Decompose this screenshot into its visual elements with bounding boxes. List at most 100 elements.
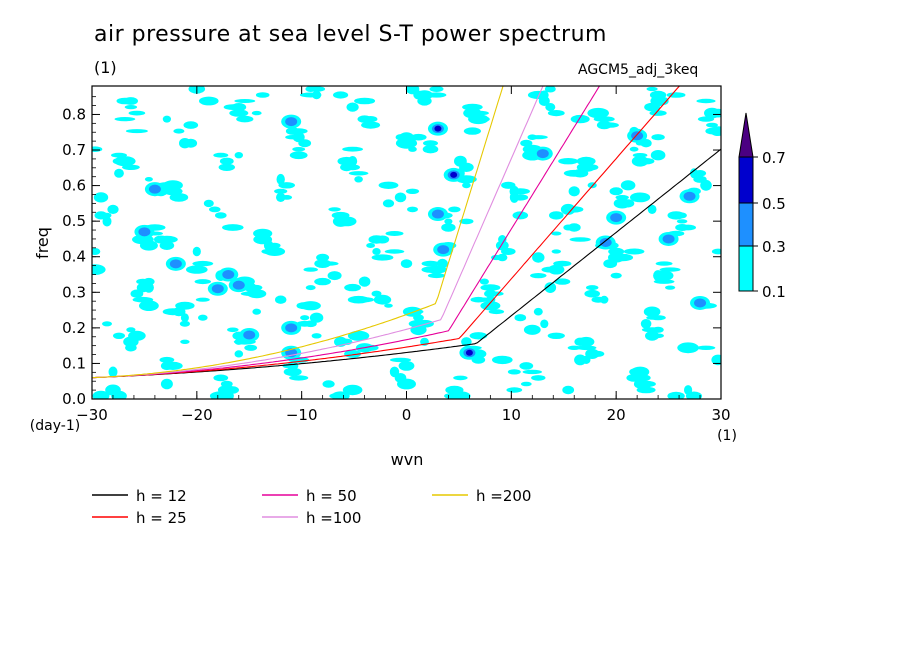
curve-h50 [92,86,601,379]
contour-cell [636,380,656,388]
contour-cell [453,375,468,381]
contour-cell [423,140,438,147]
contour-cell [553,260,572,267]
y-tick-label: 0.0 [62,390,86,408]
contour-cell [309,312,324,323]
contour-cell [194,279,211,285]
contour-cell [300,301,321,311]
contour-cell [562,385,575,395]
experiment-label: AGCM5_adj_3keq [578,62,699,78]
contour-cell [659,267,681,272]
contour-cell [348,156,358,167]
contour-cell [506,387,523,393]
contour-cell [92,390,110,399]
contour-cell [173,128,185,134]
spot-mid [138,227,151,237]
contour-cell [646,86,658,92]
contour-cell [114,156,136,167]
contour-cell [234,152,243,159]
spot-mid [222,270,235,280]
contour-cell [584,289,600,298]
contour-cell [348,171,369,176]
contour-cell [113,332,125,339]
contour-cell [620,180,636,191]
contour-cell [111,390,127,399]
contour-cell [318,261,339,266]
contour-cell [512,194,529,201]
contour-cell [139,300,159,312]
x-tick-label: −30 [76,406,108,424]
contour-cell [231,103,247,112]
contour-cell [126,327,136,333]
contour-cell [444,218,453,225]
contour-cell [274,188,288,194]
contour-cell [611,253,634,262]
contour-cell [251,284,263,291]
contour-cell [586,164,599,171]
contour-cell [107,204,119,214]
contour-cell [276,192,286,202]
contour-cell [162,115,171,123]
x-tick-label: 0 [402,406,412,424]
contour-cell [276,173,285,185]
curve-h100 [92,86,544,379]
contour-cell [637,158,655,165]
contour-cell [180,313,189,323]
contour-cell [247,289,267,299]
contour-cell [312,90,322,100]
contour-cell [700,179,712,191]
legend-label: h = 50 [306,487,357,505]
contour-cell [592,350,605,357]
contour-cell [629,146,639,152]
contour-cell [159,241,175,250]
contour-cell [192,246,201,257]
contour-cell [361,121,381,129]
contour-cell [180,339,190,344]
legend: h = 12 h = 25 h = 50 h =100 h =200 [92,487,531,527]
contour-cell [328,207,341,212]
contour-cell [345,164,360,171]
contour-cell [677,342,699,354]
contour-cell [685,391,703,399]
contour-cell [389,357,412,363]
contour-cell [421,260,440,267]
contour-cell [366,243,375,248]
contour-cell [156,235,178,244]
contour-cell [647,204,657,214]
contour-cell [645,330,660,341]
curve-h25 [92,86,681,379]
contour-cell [632,153,648,158]
contour-cell [314,277,331,286]
contour-cell [586,285,599,291]
contour-cell [650,150,666,161]
y-tick-label: 0.4 [62,248,86,266]
contour-cell [578,336,595,347]
contour-cell [253,228,273,239]
colorbar-label: 0.7 [762,149,786,167]
legend-label: h =100 [306,509,361,527]
contour-cell [636,386,656,394]
contour-cell [344,283,361,292]
contour-cell [160,378,173,390]
contour-cell [507,369,521,375]
contour-cell [549,211,564,220]
contour-cell [162,180,183,191]
contour-cell [677,212,687,219]
contour-cell [234,350,244,358]
contour-cell [667,391,685,399]
contour-cell [558,158,579,165]
spot-mid [148,184,161,194]
x-tick-label: 30 [711,406,730,424]
spot-mid [610,213,623,223]
contour-cell [398,361,415,371]
contour-cell [384,249,405,254]
contour-cell [114,168,124,178]
y-tick-label: 0.8 [62,105,86,123]
contour-cell [354,176,363,183]
contour-cell [236,115,254,123]
contour-cell [413,314,424,322]
contour-cell [102,321,112,327]
contour-cell [316,253,330,262]
contour-cell [649,90,667,100]
